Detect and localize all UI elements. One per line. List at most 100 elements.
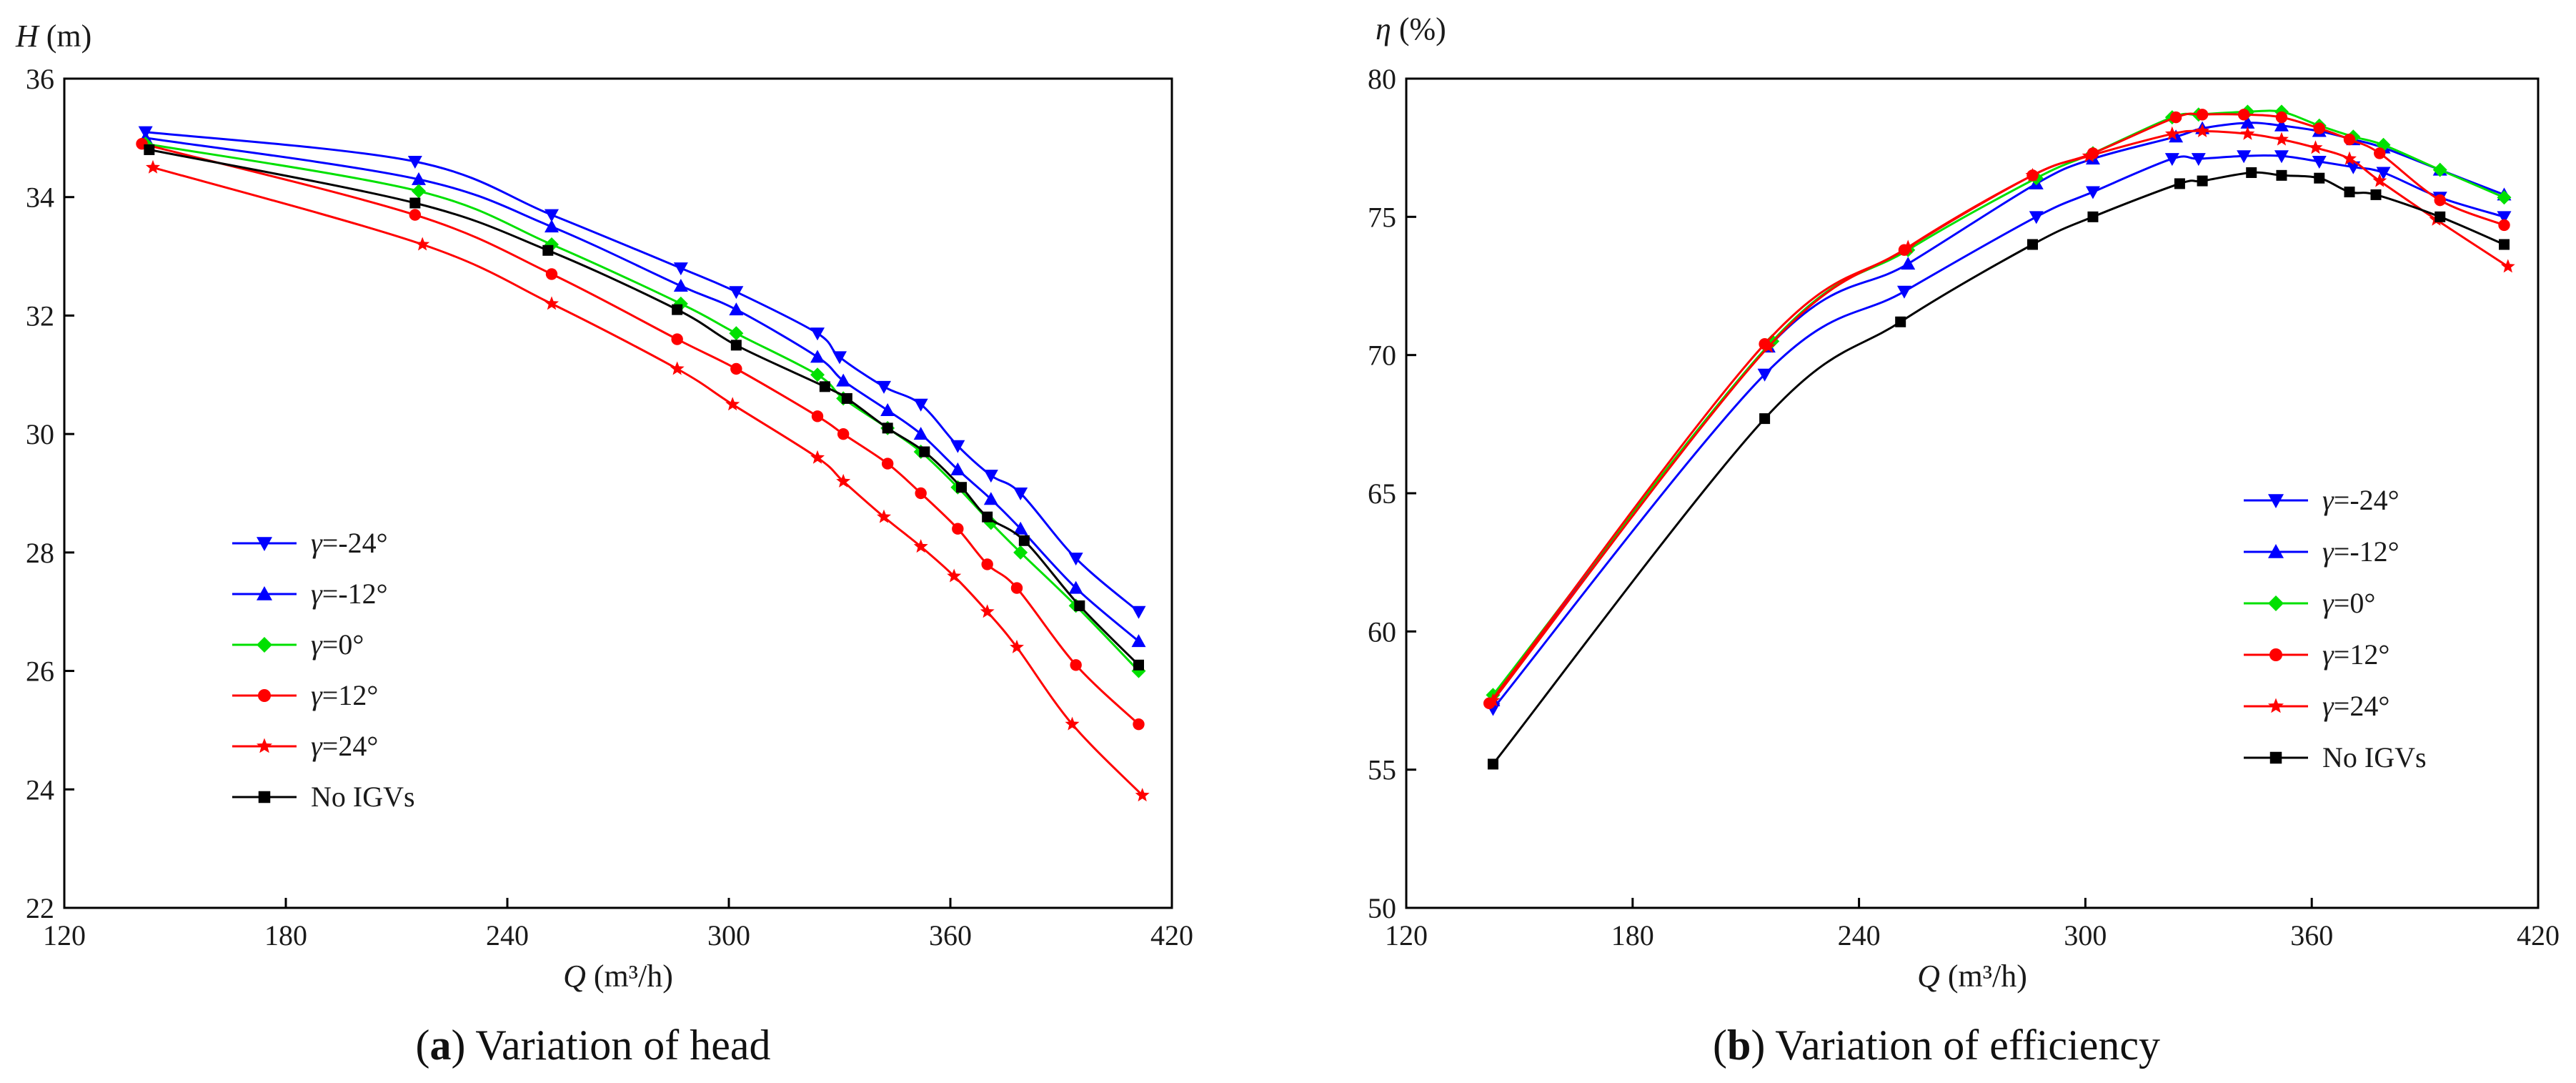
- eff-legend-label: γ=24°: [2322, 690, 2389, 722]
- head-data-point: [983, 470, 998, 483]
- eff-data-point: [1895, 316, 1906, 327]
- head-data-point: [1013, 488, 1028, 500]
- eff-data-point: [2372, 173, 2387, 187]
- eff-series-0: [1486, 150, 2512, 716]
- head-data-point: [729, 286, 744, 300]
- eff-data-point: [1759, 413, 1771, 425]
- head-data-point: [730, 362, 742, 375]
- head-data-point: [1074, 600, 1085, 611]
- eff-data-point: [1486, 693, 1501, 707]
- eff-data-point: [2275, 111, 2288, 124]
- head-legend-symbol: γ: [311, 527, 323, 559]
- head-series-4: [146, 159, 1150, 802]
- eff-data-point: [2237, 150, 2252, 164]
- head-series-line: [145, 131, 1140, 613]
- head-y-tick-label: 24: [26, 773, 54, 806]
- eff-data-point: [2497, 211, 2512, 224]
- head-data-point: [412, 184, 426, 199]
- head-data-point: [1013, 545, 1028, 560]
- eff-legend-symbol: γ: [2322, 690, 2334, 722]
- head-data-point: [983, 492, 998, 505]
- eff-data-point: [2196, 109, 2209, 121]
- eff-data-point: [2029, 211, 2044, 224]
- eff-data-point: [2498, 219, 2510, 232]
- head-data-point: [980, 604, 995, 618]
- head-data-point: [412, 172, 426, 185]
- head-data-point: [409, 209, 422, 221]
- head-legend-label: No IGVs: [311, 781, 415, 813]
- head-data-point: [409, 197, 421, 209]
- head-legend-marker: [258, 791, 271, 803]
- eff-legend-value: =0°: [2334, 587, 2376, 619]
- eff-data-point: [2274, 150, 2289, 164]
- head-data-point: [841, 392, 852, 404]
- head-data-point: [1131, 634, 1146, 648]
- eff-data-point: [2432, 162, 2447, 177]
- eff-legend-symbol: γ: [2322, 535, 2334, 568]
- head-data-point: [1068, 553, 1083, 566]
- head-data-point: [882, 422, 893, 434]
- head-x-tick-label: 420: [1150, 919, 1193, 951]
- eff-legend-symbol: γ: [2322, 638, 2334, 671]
- head-data-point: [407, 156, 422, 169]
- head-legend-value: =0°: [322, 628, 364, 661]
- head-legend-value: =24°: [322, 730, 379, 762]
- eff-y-tick-label: 75: [1368, 201, 1396, 233]
- head-legend-symbol: γ: [311, 628, 323, 661]
- head-data-point: [542, 244, 554, 256]
- eff-legend-label: γ=0°: [2322, 587, 2375, 619]
- eff-y-axis-title: η (%): [1376, 11, 1446, 46]
- eff-y-tick-label: 60: [1368, 615, 1396, 648]
- head-data-point: [1133, 659, 1144, 671]
- eff-data-point: [2370, 189, 2382, 200]
- eff-legend-marker: [2268, 544, 2284, 558]
- caption-b: (b) Variation of efficiency: [1713, 1022, 2160, 1069]
- head-data-point: [810, 327, 825, 341]
- eff-legend-symbol: γ: [2322, 587, 2334, 619]
- eff-data-point: [2246, 167, 2257, 178]
- eff-x-axis-title: Q (m³/h): [1917, 959, 2027, 994]
- head-data-point: [837, 427, 850, 440]
- head-data-point: [415, 237, 430, 251]
- head-data-point: [725, 397, 740, 411]
- head-data-point: [1135, 788, 1150, 802]
- head-data-point: [913, 398, 928, 412]
- head-data-point: [881, 458, 894, 470]
- eff-data-point: [2497, 190, 2512, 205]
- head-data-point: [1131, 605, 1146, 619]
- head-series-line: [145, 137, 1140, 643]
- eff-data-point: [2085, 186, 2100, 199]
- head-legend-value: =12°: [322, 679, 379, 711]
- head-data-point: [670, 361, 685, 375]
- head-data-point: [671, 333, 683, 345]
- eff-data-point: [2344, 187, 2355, 198]
- head-data-point: [1070, 659, 1082, 671]
- eff-data-point: [2237, 109, 2250, 121]
- eff-series-5: [1487, 167, 2510, 770]
- eff-legend-marker: [2268, 595, 2284, 611]
- head-data-point: [952, 523, 964, 535]
- head-data-point: [913, 427, 928, 440]
- eff-data-point: [2276, 169, 2287, 181]
- head-series-line: [145, 142, 1140, 672]
- head-data-point: [947, 568, 962, 583]
- eff-x-tick-label: 300: [2064, 919, 2107, 951]
- eff-data-point: [2498, 239, 2510, 250]
- caption-a: (a) Variation of head: [415, 1022, 770, 1069]
- eff-legend-value: =-24°: [2334, 484, 2400, 516]
- eff-data-point: [2342, 151, 2357, 165]
- eff-data-point: [1901, 239, 1916, 254]
- eff-x-axis-unit: (m³/h): [1948, 959, 2027, 994]
- eff-legend-marker: [2268, 698, 2284, 713]
- eff-data-point: [1896, 285, 1911, 299]
- eff-data-point: [2174, 178, 2185, 189]
- eff-data-point: [2027, 239, 2038, 250]
- head-data-point: [673, 279, 688, 292]
- head-legend-label: γ=-12°: [311, 578, 388, 610]
- head-y-tick-label: 28: [26, 537, 54, 569]
- head-data-point: [810, 450, 825, 464]
- head-legend-label: γ=0°: [311, 628, 364, 661]
- eff-x-tick-label: 360: [2290, 919, 2333, 951]
- eff-legend-marker: [2269, 648, 2283, 662]
- caption-a-letter: a: [429, 1022, 451, 1069]
